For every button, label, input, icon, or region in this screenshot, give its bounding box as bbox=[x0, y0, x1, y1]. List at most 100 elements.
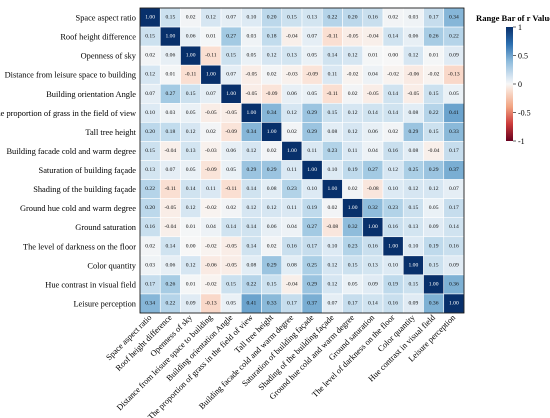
row-label: Shading of the building façade bbox=[33, 185, 136, 194]
colorbar-ticks: 1 0.5 0 -0.5 -1 bbox=[513, 23, 531, 146]
cell-value-label: 0.05 bbox=[307, 91, 317, 97]
cell-value-label: 0.14 bbox=[246, 243, 256, 249]
cell-value-label: 0.27 bbox=[307, 224, 317, 230]
cell-value-label: 0.05 bbox=[348, 281, 358, 287]
cell-value-label: 0.02 bbox=[348, 91, 358, 97]
cell-value-label: -0.05 bbox=[225, 262, 237, 268]
cell-value-label: 0.13 bbox=[287, 53, 297, 59]
cell-value-label: 0.07 bbox=[226, 15, 236, 21]
cell-value-label: 0.01 bbox=[206, 34, 216, 40]
cell-value-label: 0.20 bbox=[348, 15, 358, 21]
cell-value-label: 0.02 bbox=[267, 243, 277, 249]
cell-value-label: -0.04 bbox=[428, 148, 440, 154]
cell-value-label: 0.27 bbox=[165, 91, 175, 97]
cell-value-label: 0.10 bbox=[388, 262, 398, 268]
row-label: Tall tree height bbox=[85, 128, 136, 137]
colorbar-tick-label: 0.5 bbox=[518, 52, 528, 61]
cell-value-label: 1.00 bbox=[327, 186, 337, 192]
cell-value-label: 0.02 bbox=[348, 186, 358, 192]
cell-value-label: 0.10 bbox=[327, 167, 337, 173]
cell-value-label: -0.02 bbox=[347, 72, 359, 78]
cell-value-label: 0.02 bbox=[267, 148, 277, 154]
cell-value-label: 1.00 bbox=[287, 148, 297, 154]
cell-value-label: 0.14 bbox=[246, 186, 256, 192]
cell-value-label: -0.08 bbox=[367, 186, 379, 192]
cell-value-label: 0.14 bbox=[186, 186, 196, 192]
cell-value-label: 0.15 bbox=[408, 281, 418, 287]
cell-value-label: -0.05 bbox=[225, 243, 237, 249]
cell-value-label: 0.00 bbox=[186, 243, 196, 249]
cell-value-label: 1.00 bbox=[165, 34, 175, 40]
cell-value-label: 0.15 bbox=[226, 53, 236, 59]
cell-value-label: 0.20 bbox=[145, 205, 155, 211]
cell-value-label: 0.02 bbox=[388, 15, 398, 21]
cell-value-label: 0.04 bbox=[287, 224, 297, 230]
cell-value-label: 0.16 bbox=[388, 300, 398, 306]
cell-value-label: 0.09 bbox=[449, 53, 459, 59]
cell-value-label: 0.02 bbox=[226, 205, 236, 211]
cell-value-label: 0.17 bbox=[449, 205, 459, 211]
cell-value-label: -0.05 bbox=[246, 91, 258, 97]
cell-value-label: 0.06 bbox=[226, 148, 236, 154]
cell-value-label: 0.18 bbox=[165, 129, 175, 135]
cell-value-label: 0.11 bbox=[348, 148, 358, 154]
cell-value-label: 0.10 bbox=[408, 243, 418, 249]
cell-value-label: 0.05 bbox=[186, 167, 196, 173]
cell-value-label: 1.00 bbox=[145, 15, 155, 21]
cell-value-label: 0.10 bbox=[145, 110, 155, 116]
cell-value-label: 0.03 bbox=[408, 15, 418, 21]
cell-value-label: 0.37 bbox=[449, 167, 459, 173]
cell-value-label: 0.29 bbox=[307, 110, 317, 116]
cell-value-label: 0.41 bbox=[449, 110, 459, 116]
color-scale-bar: Range Bar of r Value 1 0.5 0 -0.5 -1 bbox=[476, 13, 550, 146]
cell-value-label: -0.03 bbox=[286, 72, 298, 78]
cell-value-label: 0.13 bbox=[408, 224, 418, 230]
cell-value-label: 1.00 bbox=[449, 300, 459, 306]
cell-value-label: 0.04 bbox=[368, 148, 378, 154]
cell-value-label: -0.08 bbox=[327, 224, 339, 230]
cell-value-label: 0.22 bbox=[165, 300, 175, 306]
cell-value-label: 0.02 bbox=[145, 53, 155, 59]
cell-value-label: 0.12 bbox=[408, 186, 418, 192]
cell-value-label: 0.02 bbox=[267, 72, 277, 78]
cell-value-label: -0.02 bbox=[205, 243, 217, 249]
cell-value-label: 0.23 bbox=[388, 205, 398, 211]
row-label: Ground hue cold and warm degree bbox=[20, 204, 136, 213]
cell-value-label: 0.15 bbox=[145, 34, 155, 40]
cell-value-label: 0.08 bbox=[327, 129, 337, 135]
cell-value-label: 0.13 bbox=[307, 15, 317, 21]
cell-value-label: 0.23 bbox=[287, 186, 297, 192]
cell-value-label: 0.05 bbox=[226, 300, 236, 306]
cell-value-label: 0.02 bbox=[186, 15, 196, 21]
cell-value-label: 0.29 bbox=[267, 167, 277, 173]
cell-value-label: 0.29 bbox=[429, 167, 439, 173]
cell-value-label: 0.20 bbox=[267, 15, 277, 21]
row-label: Roof height difference bbox=[60, 33, 136, 42]
cell-value-label: 0.08 bbox=[408, 110, 418, 116]
cell-value-label: 0.29 bbox=[267, 262, 277, 268]
cell-value-label: 0.06 bbox=[165, 53, 175, 59]
cell-value-label: 0.15 bbox=[348, 262, 358, 268]
cell-value-label: 0.26 bbox=[429, 34, 439, 40]
cell-value-label: 0.17 bbox=[307, 243, 317, 249]
cell-value-label: 0.13 bbox=[186, 148, 196, 154]
cell-value-label: 0.11 bbox=[287, 167, 297, 173]
cell-value-label: 0.12 bbox=[327, 281, 337, 287]
cell-value-label: 0.12 bbox=[429, 186, 439, 192]
cell-value-label: 0.04 bbox=[206, 224, 216, 230]
cell-value-label: 0.33 bbox=[267, 300, 277, 306]
cell-value-label: 0.12 bbox=[348, 53, 358, 59]
cell-value-label: 0.23 bbox=[327, 148, 337, 154]
cell-value-label: 1.00 bbox=[408, 262, 418, 268]
cell-value-label: 0.09 bbox=[449, 262, 459, 268]
cell-value-label: 0.14 bbox=[226, 224, 236, 230]
cell-value-label: 0.16 bbox=[368, 15, 378, 21]
cell-value-label: 0.02 bbox=[388, 129, 398, 135]
cell-value-label: 0.15 bbox=[226, 281, 236, 287]
cell-value-label: 0.14 bbox=[388, 91, 398, 97]
cell-value-label: 0.01 bbox=[429, 53, 439, 59]
cell-value-label: -0.05 bbox=[165, 205, 177, 211]
heatmap-frame bbox=[139, 7, 465, 314]
